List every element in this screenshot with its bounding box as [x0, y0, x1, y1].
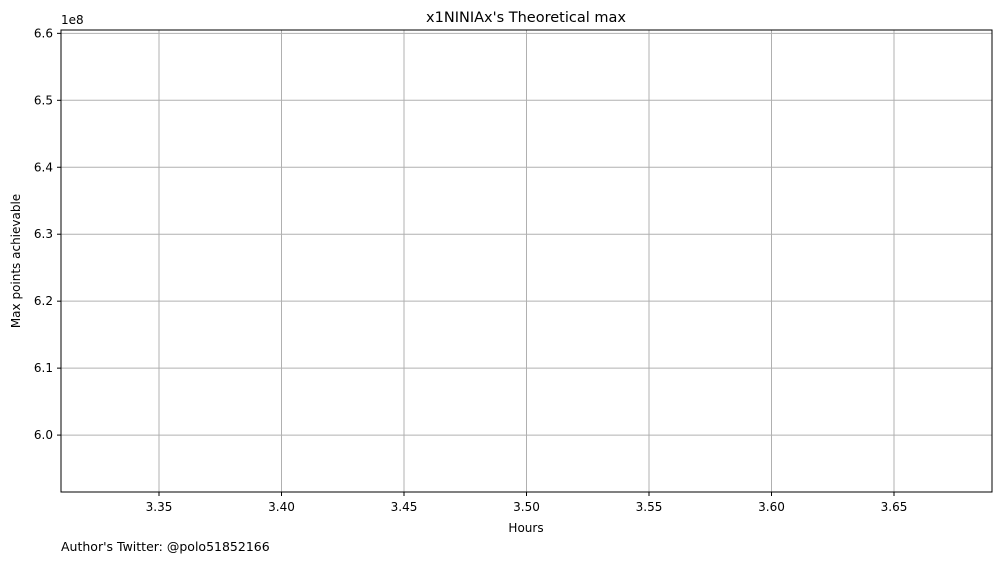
x-tick-label: 3.35 [146, 500, 173, 514]
author-twitter-note: Author's Twitter: @polo51852166 [61, 539, 270, 554]
grid-layer [61, 30, 992, 492]
x-axis: 3.35 3.40 3.45 3.50 3.55 3.60 3.65 [146, 492, 908, 514]
x-axis-label: Hours [508, 521, 543, 535]
y-tick-label: 6.1 [34, 361, 53, 375]
x-tick-label: 3.60 [758, 500, 785, 514]
y-tick-label: 6.0 [34, 428, 53, 442]
y-tick-label: 6.6 [34, 26, 53, 40]
y-axis: 6.0 6.1 6.2 6.3 6.4 6.5 6.6 [34, 26, 61, 442]
chart-title: x1NINIAx's Theoretical max [426, 10, 626, 26]
x-tick-label: 3.50 [513, 500, 540, 514]
x-tick-label: 3.65 [881, 500, 908, 514]
y-tick-label: 6.4 [34, 160, 53, 174]
y-tick-label: 6.2 [34, 294, 53, 308]
x-tick-label: 3.40 [268, 500, 295, 514]
x-tick-label: 3.45 [391, 500, 418, 514]
y-axis-label: Max points achievable [9, 194, 23, 328]
y-tick-label: 6.3 [34, 227, 53, 241]
y-offset-label: 1e8 [61, 13, 84, 27]
y-tick-label: 6.5 [34, 93, 53, 107]
x-tick-label: 3.55 [636, 500, 663, 514]
